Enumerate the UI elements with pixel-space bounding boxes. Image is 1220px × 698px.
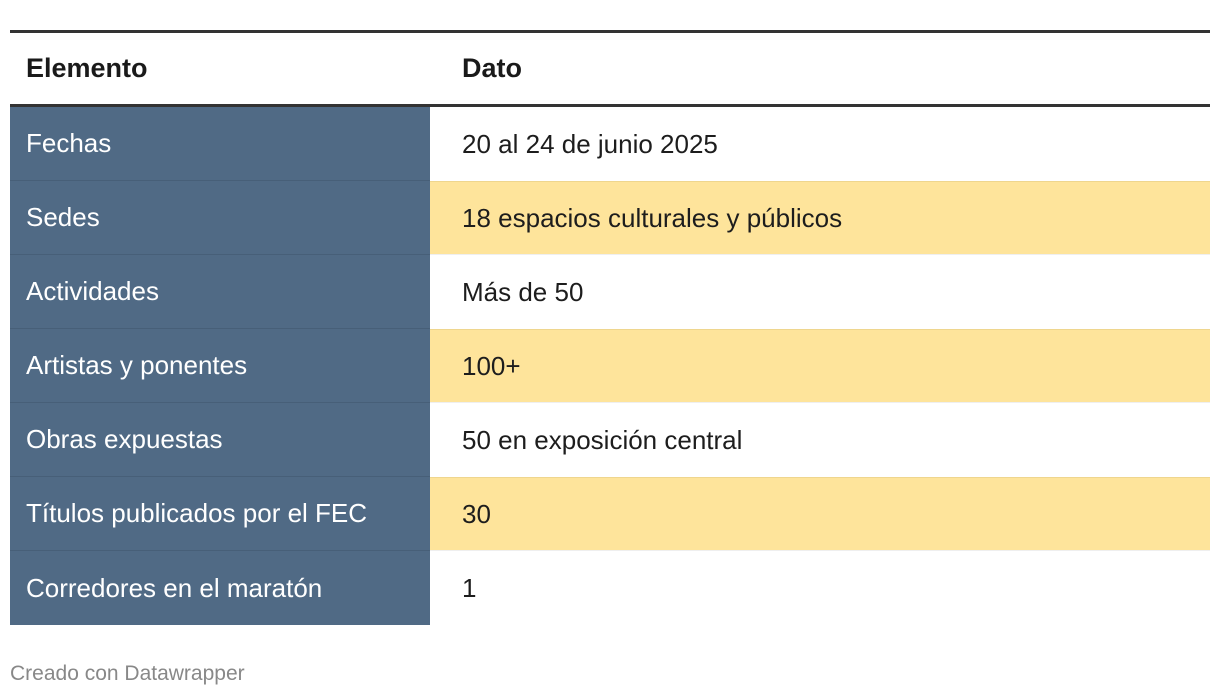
row-value: 20 al 24 de junio 2025 [430,107,1210,181]
column-header-elemento: Elemento [26,53,148,83]
table-row: Títulos publicados por el FEC 30 [10,477,1210,551]
row-value: 18 espacios culturales y públicos [430,181,1210,255]
row-label: Sedes [10,181,430,255]
table-top-rule [10,30,1210,33]
table-row: Fechas 20 al 24 de junio 2025 [10,107,1210,181]
row-label: Actividades [10,255,430,329]
row-label: Corredores en el maratón [10,551,430,625]
row-label: Obras expuestas [10,403,430,477]
row-label: Títulos publicados por el FEC [10,477,430,551]
row-label: Fechas [10,107,430,181]
table-row: Artistas y ponentes 100+ [10,329,1210,403]
data-table: Elemento Dato Fechas 20 al 24 de junio 2… [10,30,1210,625]
column-header-dato: Dato [462,53,522,83]
row-value: 100+ [430,329,1210,403]
row-value: 50 en exposición central [430,403,1210,477]
row-value: 1 [430,551,1210,625]
datawrapper-credit-link[interactable]: Creado con Datawrapper [10,662,245,685]
table-header-row: Elemento Dato [10,33,1210,107]
table-row: Corredores en el maratón 1 [10,551,1210,625]
table-row: Sedes 18 espacios culturales y públicos [10,181,1210,255]
table-row: Obras expuestas 50 en exposición central [10,403,1210,477]
row-value: Más de 50 [430,255,1210,329]
table-row: Actividades Más de 50 [10,255,1210,329]
row-value: 30 [430,477,1210,551]
row-label: Artistas y ponentes [10,329,430,403]
